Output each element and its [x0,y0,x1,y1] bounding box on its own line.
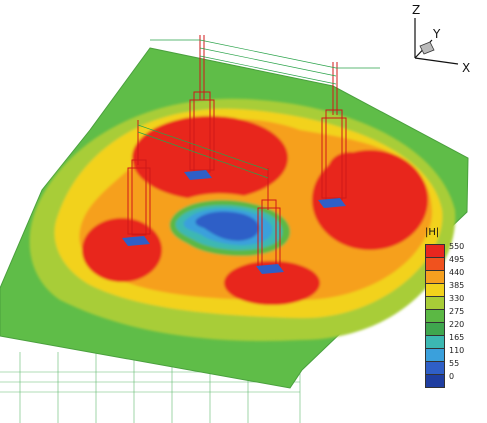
legend-value: 220 [449,320,465,329]
legend-value: 330 [449,294,465,303]
legend-value: 0 [449,372,455,381]
axis-label-x: X [462,61,471,75]
legend-swatch [425,270,445,283]
legend-swatch [425,296,445,309]
legend-swatch [425,348,445,361]
legend-value: 385 [449,281,465,290]
legend-swatch [425,309,445,322]
axis-triad-lines [414,18,459,65]
legend-swatch [425,374,445,388]
axis-label-y: Y [433,27,441,41]
legend-swatch [425,257,445,270]
legend-value: 275 [449,307,465,316]
legend-swatch [425,361,445,374]
axis-triad: Z Y X [400,0,487,90]
legend-value: 495 [449,255,465,264]
legend-labels: 550 495 440 385 330 275 220 165 110 55 0 [449,240,464,383]
axis-label-z: Z [412,3,421,17]
legend-swatch [425,335,445,348]
legend-value: 165 [449,333,465,342]
overhead-wires [137,39,380,179]
tower-base-pads [122,170,346,274]
color-legend: |H| 550 495 440 385 330 275 220 165 110 55 0 [425,228,487,400]
legend-swatches [425,244,445,388]
legend-swatch [425,283,445,296]
legend-value: 440 [449,268,465,277]
legend-value: 550 [449,242,465,251]
tower-structures [127,35,347,271]
legend-title: |H| [425,227,440,238]
legend-value: 55 [449,359,460,368]
legend-swatch [425,244,445,257]
legend-value: 110 [449,346,465,355]
legend-swatch [425,322,445,335]
